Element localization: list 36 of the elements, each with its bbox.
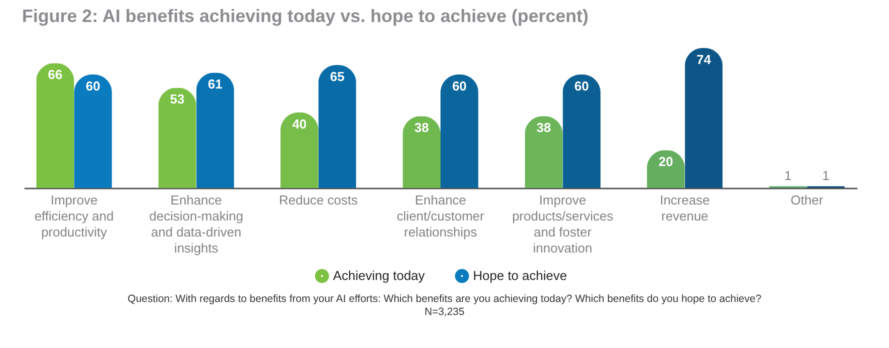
x-tick-label: Other [790,192,824,208]
legend-label: Hope to achieve [473,268,567,283]
chart-title: Figure 2: AI benefits achieving today vs. hope to achieve (percent) [22,6,588,26]
text: Question: With regards to benefits from your AI efforts: Which benefits are you achieving today? Which benefits do you hope to achieve? [126,293,762,306]
x-tick-label: Increase revenue [660,192,710,224]
data-label: 60 [86,78,100,94]
data-label: 66 [48,67,62,82]
x-tick-label: Enhance decision-making and data-driven insights [149,192,244,256]
bar [158,88,196,188]
bar [684,48,723,188]
data-label: 60 [574,78,589,94]
text: N=3,235 [424,306,466,319]
data-label: 1 [822,168,830,184]
bar [74,74,112,188]
x-tick-label: Improve products/services and foster innovation [512,192,614,256]
bar [280,112,318,188]
bar [562,74,601,188]
legend-label: Achieving today [333,268,426,283]
bar [524,116,563,188]
data-label: 74 [696,52,712,67]
bar [36,63,74,188]
data-label: 65 [330,69,345,84]
data-label: 53 [170,92,185,107]
data-label: 61 [208,76,222,92]
bar [440,74,478,188]
bar [196,72,234,188]
x-tick-label: Reduce costs [278,192,358,208]
data-label: 40 [292,116,307,132]
x-tick-label: Improve efficiency and productivity [34,192,114,240]
data-label: 1 [784,168,792,184]
bar [318,65,356,188]
data-label: 60 [452,78,467,94]
data-label: 38 [536,120,551,136]
x-tick-label: Enhance client/customer relationships [396,192,485,240]
data-label: 20 [658,154,674,170]
data-label: 38 [414,120,429,136]
